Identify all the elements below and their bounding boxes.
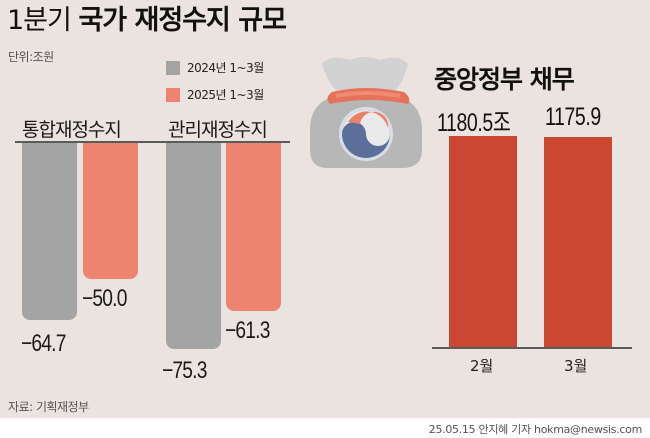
group-label-integrated: 통합재정수지 (22, 119, 122, 141)
legend-swatch-gray (166, 60, 180, 75)
title-main: 국가 재정수지 규모 (78, 5, 287, 36)
legend-item-2024: 2024년 1~3월 (166, 59, 264, 76)
debt-bar-mar (544, 137, 612, 347)
legend-label: 2025년 1~3월 (187, 88, 264, 102)
legend-swatch-salmon (166, 87, 180, 102)
debt-value-feb: 1180.5조 (437, 109, 511, 137)
value-integrated-2025: −50.0 (82, 285, 127, 312)
group-label-managed: 관리재정수지 (168, 119, 268, 141)
credit-line: 25.05.15 안지혜 기자 hokma@newsis.com (428, 423, 643, 436)
value-integrated-2024: −64.7 (21, 330, 66, 357)
month-label-mar: 3월 (564, 357, 588, 375)
bar-integrated-2024 (22, 143, 77, 320)
debt-bar-feb (449, 136, 517, 347)
unit-label: 단위:조원 (8, 50, 54, 64)
legend-item-2025: 2025년 1~3월 (166, 86, 264, 103)
value-managed-2025: −61.3 (225, 317, 270, 344)
page-title: 1분기 국가 재정수지 규모 (7, 4, 287, 38)
bar-managed-2025 (226, 143, 281, 311)
value-managed-2024: −75.3 (162, 357, 207, 384)
legend-label: 2024년 1~3월 (187, 61, 264, 75)
month-label-feb: 2월 (470, 357, 494, 375)
debt-title: 중앙정부 채무 (434, 65, 575, 94)
debt-axis-line (432, 347, 632, 349)
money-bag-icon (300, 50, 430, 175)
bar-managed-2024 (166, 143, 221, 349)
balance-axis-line (15, 141, 290, 143)
legend: 2024년 1~3월 2025년 1~3월 (166, 59, 264, 103)
source-label: 자료: 기획재정부 (8, 400, 89, 414)
debt-value-mar: 1175.9 (545, 103, 601, 131)
title-period: 1분기 (7, 5, 72, 36)
bar-integrated-2025 (83, 143, 138, 279)
